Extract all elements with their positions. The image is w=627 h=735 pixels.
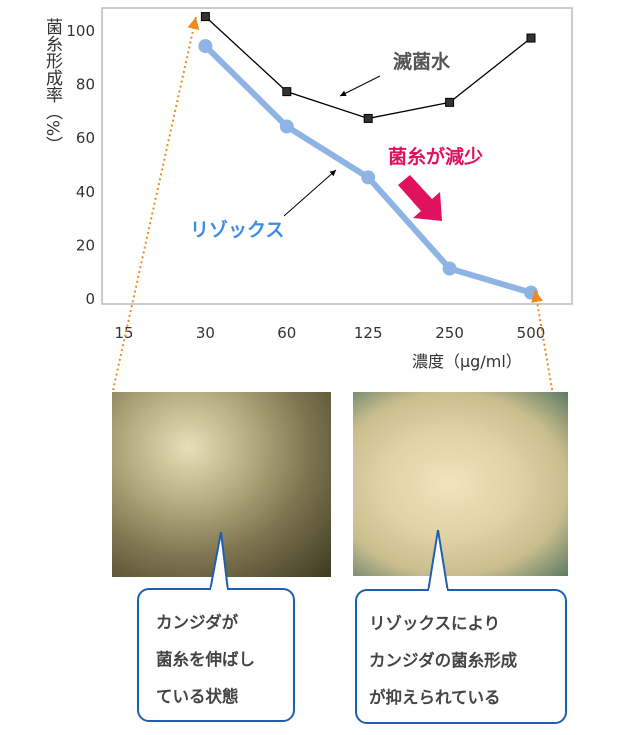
data-point-rizox [442,261,457,276]
x-tick-label: 30 [196,324,215,342]
y-tick-label: 40 [76,183,95,201]
data-point-water [200,12,210,22]
data-point-rizox [198,39,213,54]
y-tick-label: 20 [76,236,95,254]
caption-line: が抑えられている [369,688,501,707]
data-point-rizox [524,285,538,300]
caption-line: カンジダの菌糸形成 [369,651,518,670]
y-tick-label: 0 [85,290,95,308]
micrograph-rizox [353,392,568,576]
decrease-arrow-icon [398,175,442,221]
annotation-rizox: リゾックス [190,219,284,241]
data-point-water [445,97,455,107]
x-tick-label: 250 [435,324,464,342]
data-point-water [526,33,536,43]
caption-line: 菌糸を伸ばし [156,650,255,669]
data-point-water [363,113,373,123]
micrograph-water [112,392,331,577]
caption-line: リゾックスにより [369,614,501,633]
annotation-decrease: 菌糸が減少 [388,145,483,168]
callout-left: カンジダが 菌糸を伸ばし ている状態 [137,588,295,722]
x-tick-label: 125 [354,324,383,342]
y-tick-label: 60 [76,129,95,147]
x-axis-label: 濃度（μg/ml） [412,352,522,371]
x-tick-label: 500 [517,324,546,342]
water-pointer-arrow [339,75,381,97]
rizox-pointer-arrow [283,169,337,217]
y-axis-label: 菌糸形成率（%） [42,18,63,153]
data-point-rizox [361,170,376,185]
caption-line: カンジダが [156,613,239,632]
y-tick-label: 100 [66,22,95,40]
callout-right: リゾックスにより カンジダの菌糸形成 が抑えられている [355,589,567,724]
x-tick-label: 60 [277,324,296,342]
x-tick-label: 15 [114,324,133,342]
data-point-water [282,87,292,97]
chart: 0 20 40 60 80 100 15 30 60 125 250 500 菌糸形成率（%） 濃度… [42,7,573,392]
caption-line: ている状態 [156,687,239,706]
data-point-rizox [279,119,294,134]
y-tick-label: 80 [76,76,95,94]
annotation-water: 滅菌水 [393,50,451,73]
